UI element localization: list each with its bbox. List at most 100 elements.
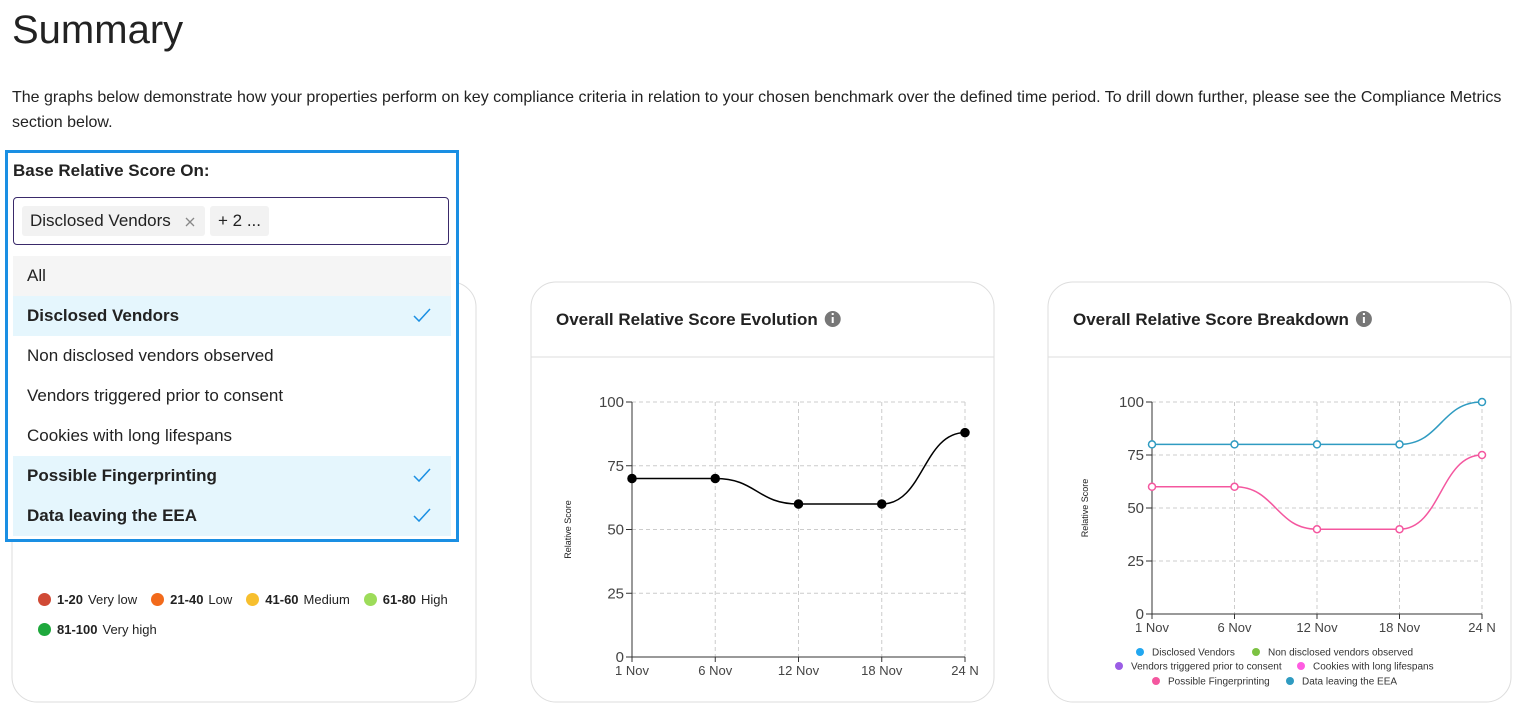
y-tick-label: 50: [607, 522, 624, 539]
point: [1230, 440, 1239, 449]
legend-item: 21-40 Low: [151, 590, 232, 608]
option[interactable]: Disclosed Vendors: [13, 296, 451, 336]
y-tick-label: 100: [1119, 394, 1144, 411]
legend-label: Very low: [88, 591, 138, 607]
description: The graphs below demonstrate how your pr…: [12, 89, 1502, 131]
info-glyph: [1362, 317, 1365, 323]
chart-title: Overall Relative Score Evolution: [556, 310, 818, 329]
legend-label: Possible Fingerprinting: [1168, 677, 1270, 688]
legend-dot: [1286, 677, 1294, 685]
option-label: Disclosed Vendors: [27, 306, 180, 325]
legend-item: 41-60 Medium: [246, 590, 350, 608]
chip-text: Disclosed Vendors: [30, 211, 171, 230]
point: [1477, 397, 1487, 407]
option-label: Data leaving the EEA: [27, 506, 198, 525]
legend-dot: [1152, 677, 1160, 685]
legend-range: 21-40: [170, 591, 204, 607]
option[interactable]: Possible Fingerprinting: [13, 456, 451, 496]
card: [1047, 281, 1512, 703]
x-tick-label: 18 Nov: [1379, 620, 1421, 635]
legend-range: 41-60: [265, 591, 299, 607]
check-icon: [413, 308, 431, 323]
legend-item: 81-100 Very high: [38, 620, 157, 638]
dropdown: Base Relative Score On: Disclosed Vendor…: [5, 150, 459, 542]
chip[interactable]: Disclosed Vendors: [22, 206, 205, 236]
option[interactable]: All: [13, 256, 451, 296]
chip-remove[interactable]: [185, 217, 195, 227]
legend-label: Low: [208, 591, 233, 607]
point: [1312, 440, 1322, 449]
x-tick-label: 24 N: [951, 663, 978, 678]
check: [413, 308, 431, 323]
x-tick-label: 12 Nov: [1296, 620, 1338, 635]
legend-label: Vendors triggered prior to consent: [1131, 662, 1282, 673]
option[interactable]: Vendors triggered prior to consent: [13, 376, 451, 416]
point: [1230, 482, 1239, 492]
legend-dot: [1297, 662, 1305, 670]
legend-range: 81-100: [57, 621, 98, 637]
legend-dot: [1115, 662, 1123, 670]
y-tick-label: 25: [1127, 553, 1144, 570]
legend-label: Non disclosed vendors observed: [1268, 648, 1413, 659]
legend-dot: [151, 592, 165, 606]
option[interactable]: Data leaving the EEA: [13, 496, 451, 536]
y-tick-label: 0: [616, 649, 624, 666]
legend-label: High: [421, 591, 448, 607]
option[interactable]: Non disclosed vendors observed: [13, 336, 451, 376]
x-tick-label: 12 Nov: [778, 663, 820, 678]
chart-title: Overall Relative Score Breakdown: [1073, 310, 1349, 329]
score-legend: 1-20 Very low 21-40 Low 41-60 Medium 61-80 High…: [38, 590, 468, 638]
chip[interactable]: + 2 ...: [210, 206, 269, 236]
legend-range: 1-20: [57, 591, 84, 607]
option-label: Possible Fingerprinting: [27, 466, 217, 485]
legend-dot: [246, 592, 260, 606]
select-input[interactable]: Disclosed Vendors + 2 ...: [13, 197, 449, 245]
x-tick-label: 24 N: [1468, 620, 1495, 635]
x-tick-label: 1 Nov: [1135, 620, 1169, 635]
info-glyph: [831, 317, 834, 323]
point: [877, 499, 887, 509]
legend-label: Data leaving the EEA: [1302, 677, 1397, 688]
point: [710, 473, 720, 484]
point: [1147, 440, 1157, 449]
legend-label: Disclosed Vendors: [1152, 648, 1235, 659]
legend-dot: [363, 592, 377, 606]
legend-dot: [1252, 648, 1260, 656]
option-label: Vendors triggered prior to consent: [27, 386, 284, 405]
check: [413, 508, 431, 523]
y-axis-label: Relative Score: [563, 500, 573, 559]
y-tick-label: 25: [607, 585, 624, 602]
legend-dot: [1136, 648, 1144, 656]
y-tick-label: 100: [599, 394, 624, 411]
x-tick-label: 6 Nov: [1218, 620, 1252, 635]
legend-item: 61-80 High: [363, 590, 448, 608]
legend-range: 61-80: [382, 591, 417, 607]
x-tick-label: 18 Nov: [861, 663, 903, 678]
check: [413, 468, 431, 483]
info-glyph: [1362, 313, 1365, 315]
page-title: Summary: [12, 8, 184, 52]
y-tick-label: 0: [1136, 606, 1144, 623]
x-tick-label: 1 Nov: [615, 663, 649, 678]
legend-label: Medium: [303, 591, 350, 607]
y-tick-label: 50: [1127, 500, 1144, 517]
point: [627, 473, 637, 484]
dropdown-label: Base Relative Score On:: [13, 161, 210, 180]
legend-label: Cookies with long lifespans: [1313, 662, 1434, 673]
legend-dot: [38, 592, 51, 606]
legend-item: 1-20 Very low: [38, 590, 137, 608]
point: [1395, 524, 1404, 534]
point: [1147, 482, 1157, 492]
point: [793, 499, 804, 509]
check-icon: [413, 508, 431, 523]
option[interactable]: Cookies with long lifespans: [13, 416, 451, 456]
point: [1477, 450, 1487, 460]
y-axis-label: Relative Score: [1080, 479, 1090, 538]
card: [530, 281, 995, 703]
legend-dot: [38, 622, 51, 636]
option-label: Cookies with long lifespans: [27, 426, 233, 445]
option-label: Non disclosed vendors observed: [27, 346, 274, 365]
point: [960, 427, 970, 438]
